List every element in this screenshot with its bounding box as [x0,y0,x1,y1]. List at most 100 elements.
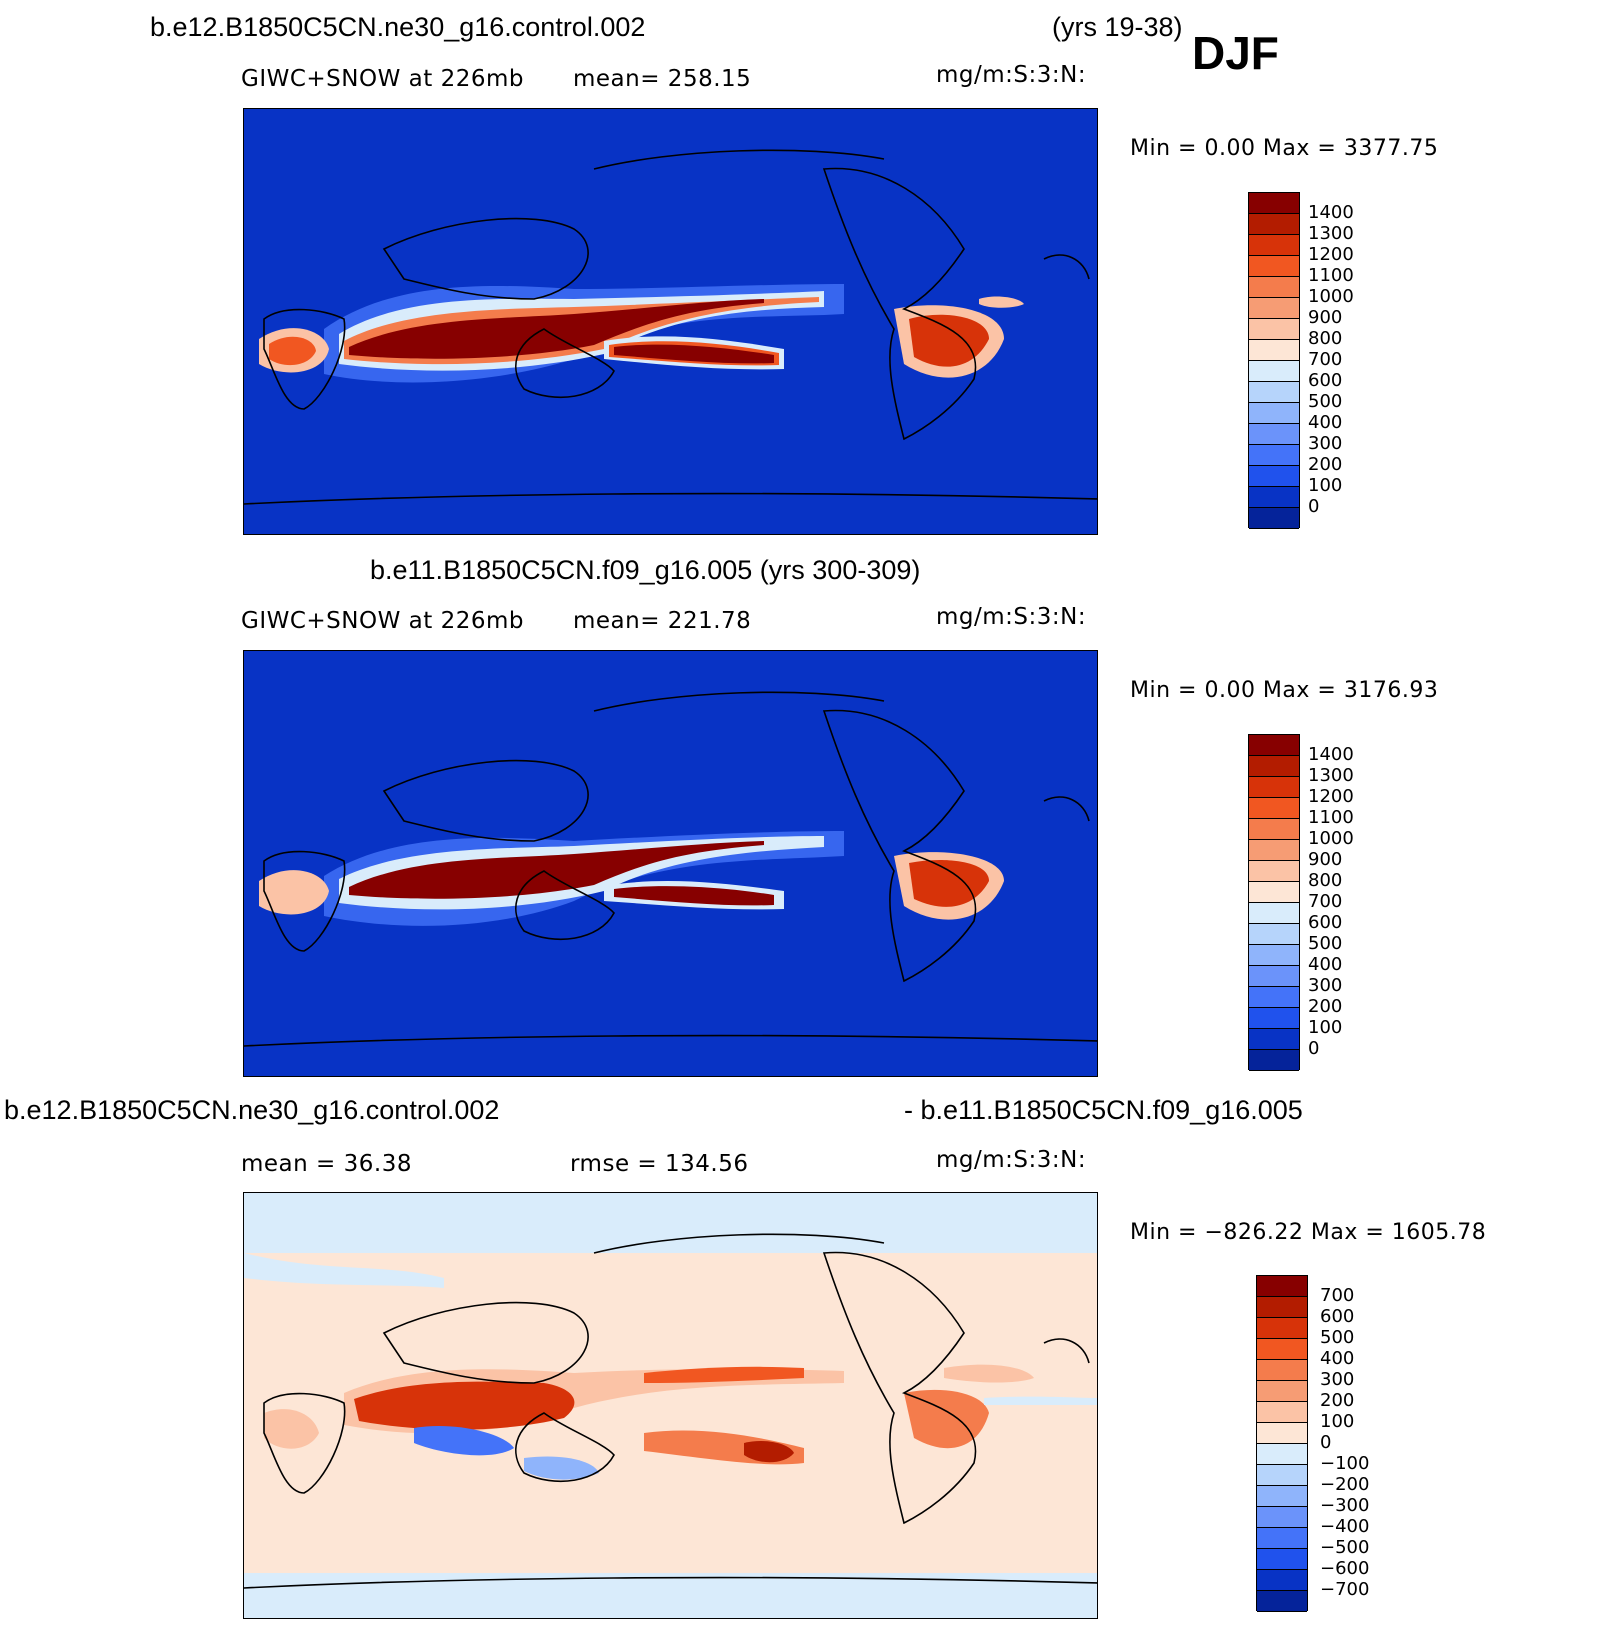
colorbar-swatch [1249,361,1299,382]
panel2-map-plot [244,651,1097,1076]
colorbar-swatch [1257,1381,1307,1402]
colorbar-label: 1000 [1308,828,1354,849]
colorbar-swatch [1249,340,1299,361]
colorbar-swatch [1249,508,1299,529]
colorbar-swatch [1257,1507,1307,1528]
panel2-map [243,650,1098,1077]
panel3-map [243,1192,1098,1619]
colorbar-label: 1100 [1308,265,1354,286]
colorbar-swatch [1257,1570,1307,1591]
panel3-units: mg/m:S:3:N: [936,1147,1087,1173]
colorbar-label: 600 [1308,912,1343,933]
colorbar-label: 700 [1308,349,1343,370]
colorbar-label: 900 [1308,849,1343,870]
case1-title: b.e12.B1850C5CN.ne30_g16.control.002 [150,12,646,42]
season-label: DJF [1192,27,1279,79]
panel2-units: mg/m:S:3:N: [936,604,1087,630]
panel1-mean: mean= 258.15 [573,66,752,92]
colorbar-label: 200 [1308,996,1343,1017]
panel3-title-left: b.e12.B1850C5CN.ne30_g16.control.002 [4,1095,500,1125]
colorbar-swatch [1249,277,1299,298]
colorbar-swatch [1257,1276,1307,1297]
colorbar-swatch [1257,1549,1307,1570]
colorbar-label: −600 [1320,1558,1370,1579]
colorbar-swatch [1249,466,1299,487]
colorbar-swatch [1249,777,1299,798]
panel1-minmax: Min = 0.00 Max = 3377.75 [1130,136,1439,161]
colorbar-swatch [1249,424,1299,445]
colorbar-label: 100 [1320,1411,1355,1432]
colorbar-swatch [1249,945,1299,966]
colorbar-label: 300 [1308,975,1343,996]
panel3-rmse: rmse = 134.56 [570,1151,749,1177]
colorbar-swatch [1249,487,1299,508]
colorbar-swatch [1249,966,1299,987]
colorbar-label: 1400 [1308,744,1354,765]
colorbar-label: 1400 [1308,202,1354,223]
panel1-map-plot [244,109,1097,534]
panel3-title-right: - b.e11.B1850C5CN.f09_g16.005 [904,1095,1303,1125]
panel3-coastlines [244,1233,1097,1589]
colorbar-label: 200 [1320,1390,1355,1411]
colorbar-swatch [1249,987,1299,1008]
panel3-map-plot [244,1193,1097,1618]
colorbar-swatch [1249,445,1299,466]
colorbar-swatch [1249,798,1299,819]
colorbar-swatch [1257,1591,1307,1612]
colorbar-label: −100 [1320,1453,1370,1474]
colorbar-label: 600 [1308,370,1343,391]
colorbar-label: 300 [1320,1369,1355,1390]
panel3-mean: mean = 36.38 [241,1151,412,1177]
colorbar-label: 100 [1308,1017,1343,1038]
colorbar-label: 1000 [1308,286,1354,307]
panel2-title: b.e11.B1850C5CN.f09_g16.005 (yrs 300-309… [370,555,921,585]
colorbar-label: −400 [1320,1516,1370,1537]
panel2-contours [259,831,1004,926]
colorbar-swatch [1249,319,1299,340]
colorbar-swatch [1249,756,1299,777]
panel1-coastlines [244,149,1097,505]
colorbar-swatch [1249,882,1299,903]
panel2-mean: mean= 221.78 [573,608,752,634]
colorbar-label: 1200 [1308,786,1354,807]
colorbar-box [1256,1275,1308,1612]
colorbar-swatch [1249,193,1299,214]
panel1-map [243,108,1098,535]
colorbar-label: −700 [1320,1579,1370,1600]
panel2-variable: GIWC+SNOW at 226mb [241,608,524,634]
colorbar-label: 1300 [1308,223,1354,244]
colorbar-swatch [1249,235,1299,256]
colorbar-label: 1100 [1308,807,1354,828]
colorbar-label: 500 [1320,1327,1355,1348]
colorbar-swatch [1257,1528,1307,1549]
colorbar-swatch [1249,298,1299,319]
colorbar-label: 200 [1308,454,1343,475]
colorbar-label: 500 [1308,933,1343,954]
colorbar-label: −200 [1320,1474,1370,1495]
case1-years: (yrs 19-38) [1052,12,1183,42]
colorbar-label: 400 [1308,412,1343,433]
colorbar-swatch [1249,1008,1299,1029]
colorbar-swatch [1257,1339,1307,1360]
panel1-contours [259,284,1024,383]
colorbar-swatch [1249,382,1299,403]
panel1-variable: GIWC+SNOW at 226mb [241,66,524,92]
colorbar-label: 0 [1308,496,1320,517]
colorbar-swatch [1249,1050,1299,1071]
panel3-contours [244,1193,1097,1618]
colorbar-swatch [1249,403,1299,424]
colorbar-label: 700 [1308,891,1343,912]
colorbar-swatch [1249,256,1299,277]
colorbar-box [1248,734,1300,1071]
colorbar-swatch [1249,1029,1299,1050]
colorbar-label: 900 [1308,307,1343,328]
colorbar-swatch [1257,1486,1307,1507]
colorbar-label: 600 [1320,1306,1355,1327]
colorbar-swatch [1257,1318,1307,1339]
panel3-minmax: Min = −826.22 Max = 1605.78 [1130,1220,1487,1245]
colorbar-label: −300 [1320,1495,1370,1516]
colorbar-label: 400 [1308,954,1343,975]
colorbar-swatch [1257,1423,1307,1444]
panel2-minmax: Min = 0.00 Max = 3176.93 [1130,678,1439,703]
colorbar-label: 1200 [1308,244,1354,265]
